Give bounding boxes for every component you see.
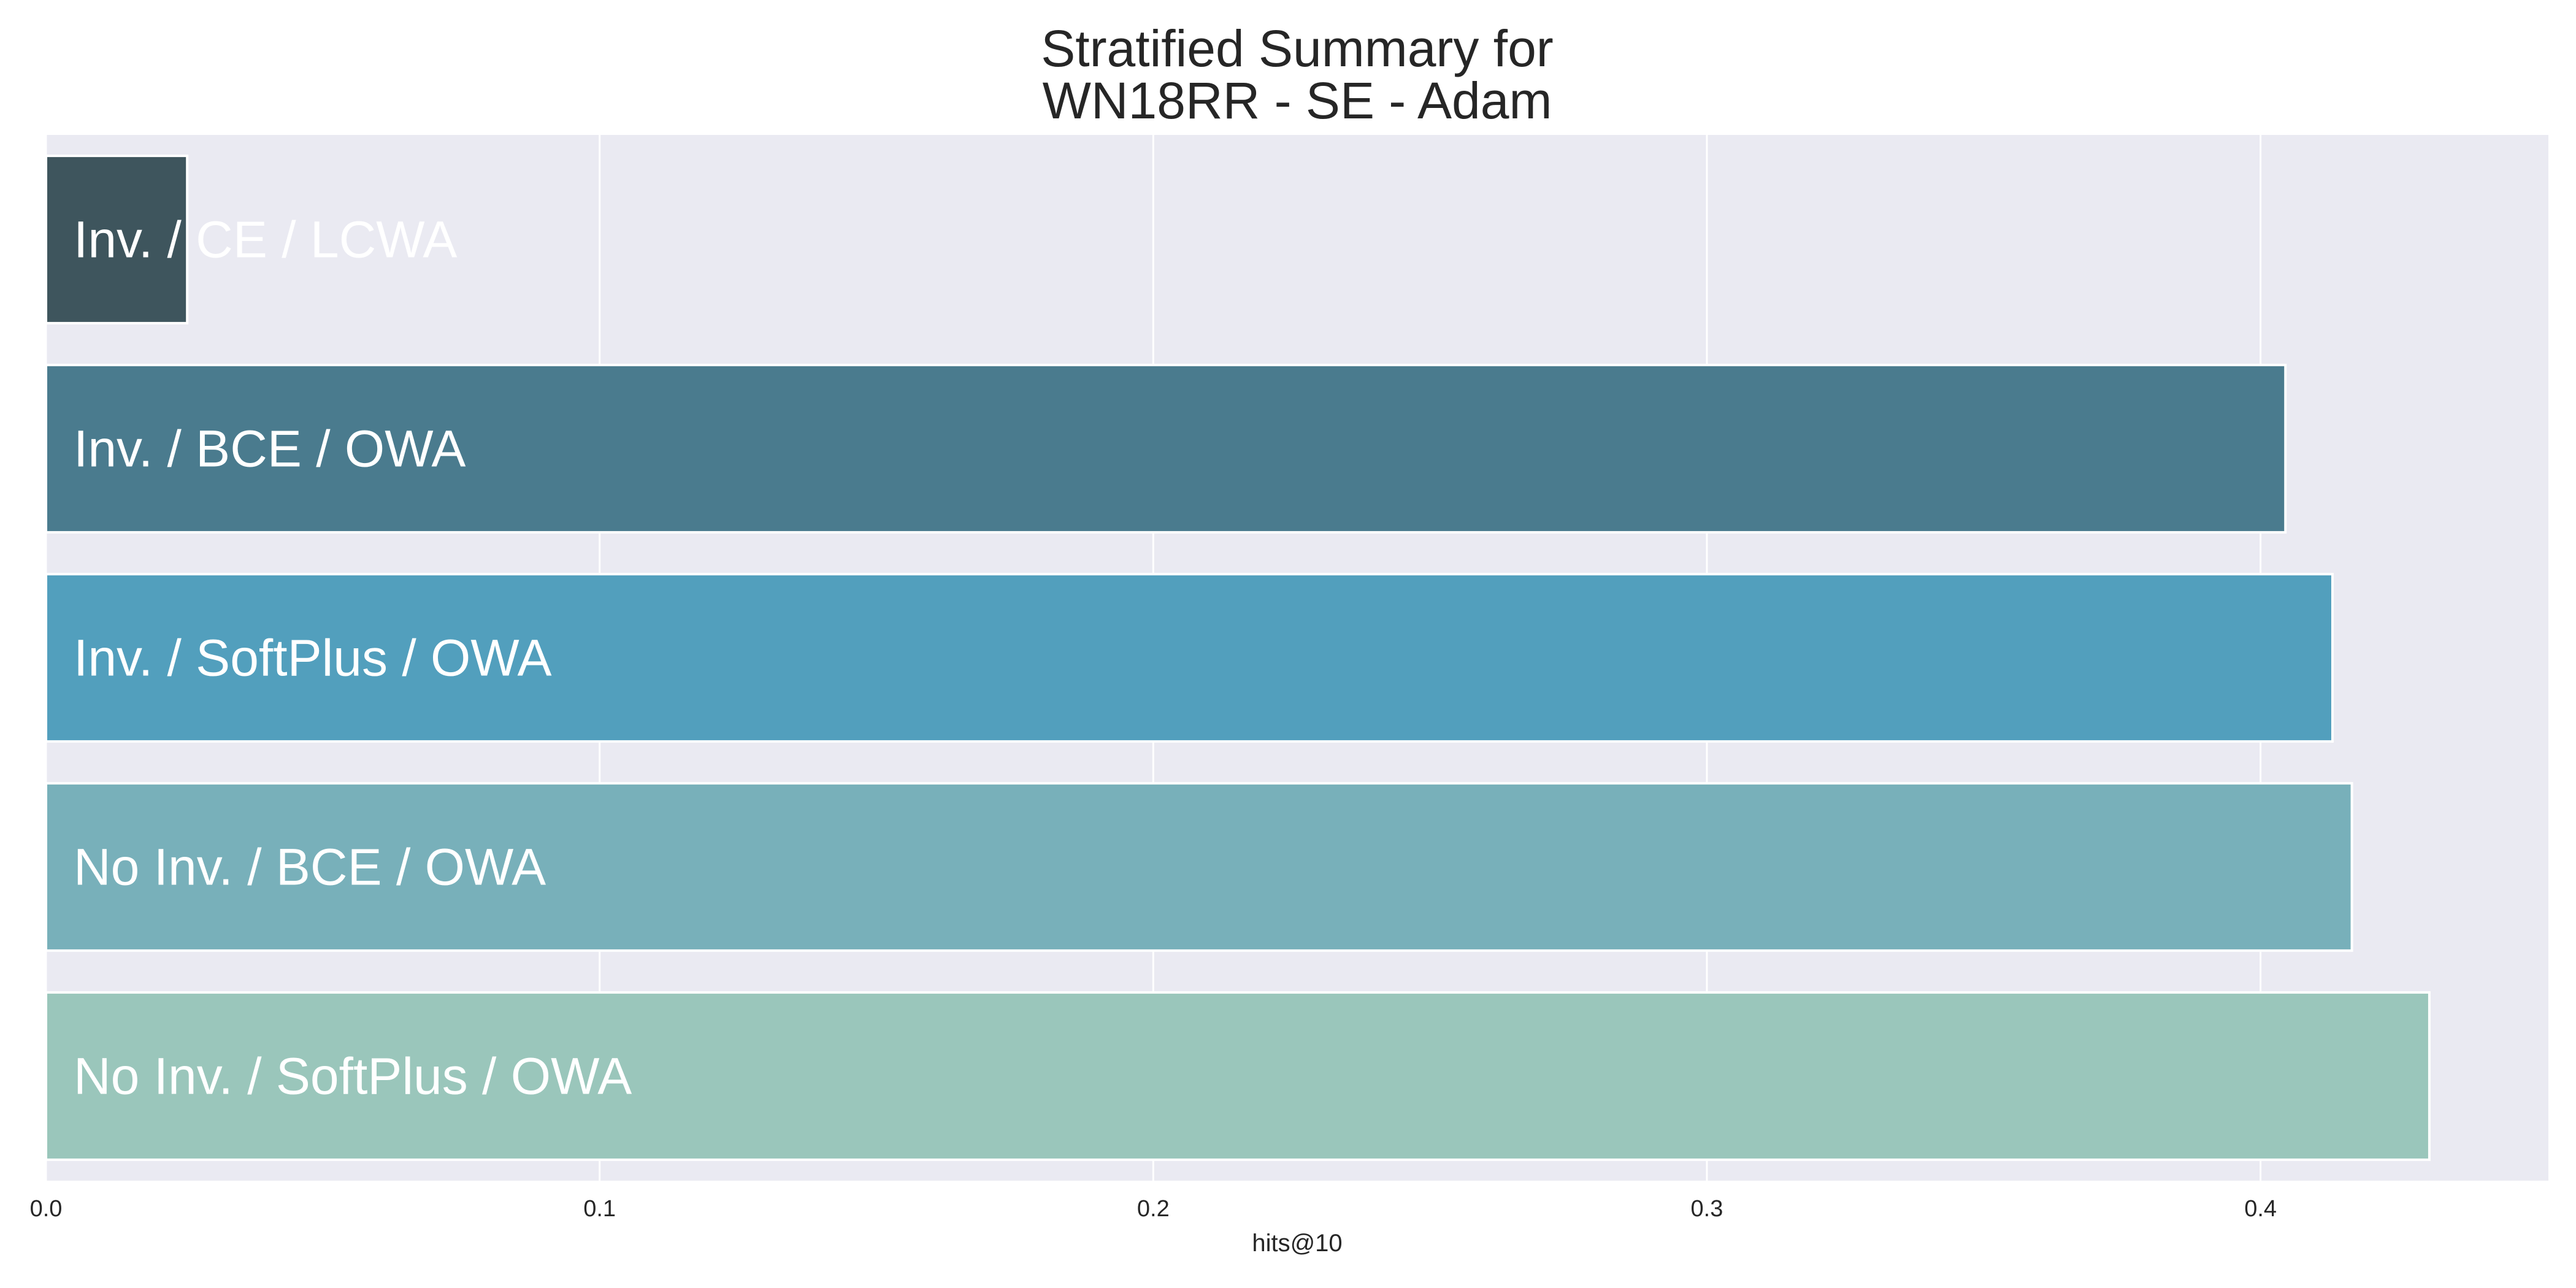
x-tick-label: 0.4	[2244, 1196, 2277, 1222]
bar-category-label: Inv. / BCE / OWA	[74, 420, 466, 478]
x-tick-label: 0.0	[30, 1196, 63, 1222]
bar	[45, 155, 189, 324]
x-axis-label: hits@10	[1252, 1230, 1342, 1257]
x-axis-ticks: 0.0 0.1 0.2 0.3 0.4	[30, 1196, 2277, 1222]
x-tick-label: 0.1	[583, 1196, 616, 1222]
bar-category-label: No Inv. / SoftPlus / OWA	[74, 1048, 632, 1105]
bar	[45, 364, 2287, 534]
bar	[45, 782, 2353, 952]
bar	[45, 991, 2431, 1161]
chart-title-line-1: Stratified Summary for	[1041, 20, 1554, 77]
bar-category-label: No Inv. / BCE / OWA	[74, 838, 546, 896]
bar-category-label: Inv. / SoftPlus / OWA	[74, 629, 552, 687]
x-tick-label: 0.3	[1691, 1196, 1723, 1222]
x-tick-label: 0.2	[1137, 1196, 1170, 1222]
bars	[45, 155, 2431, 1161]
bar	[45, 573, 2334, 743]
bar-labels: Inv. / CE / LCWA Inv. / BCE / OWA Inv. / S…	[74, 211, 632, 1105]
bar-category-label: Inv. / CE / LCWA	[74, 211, 457, 269]
chart-title-line-2: WN18RR - SE - Adam	[1043, 72, 1552, 129]
